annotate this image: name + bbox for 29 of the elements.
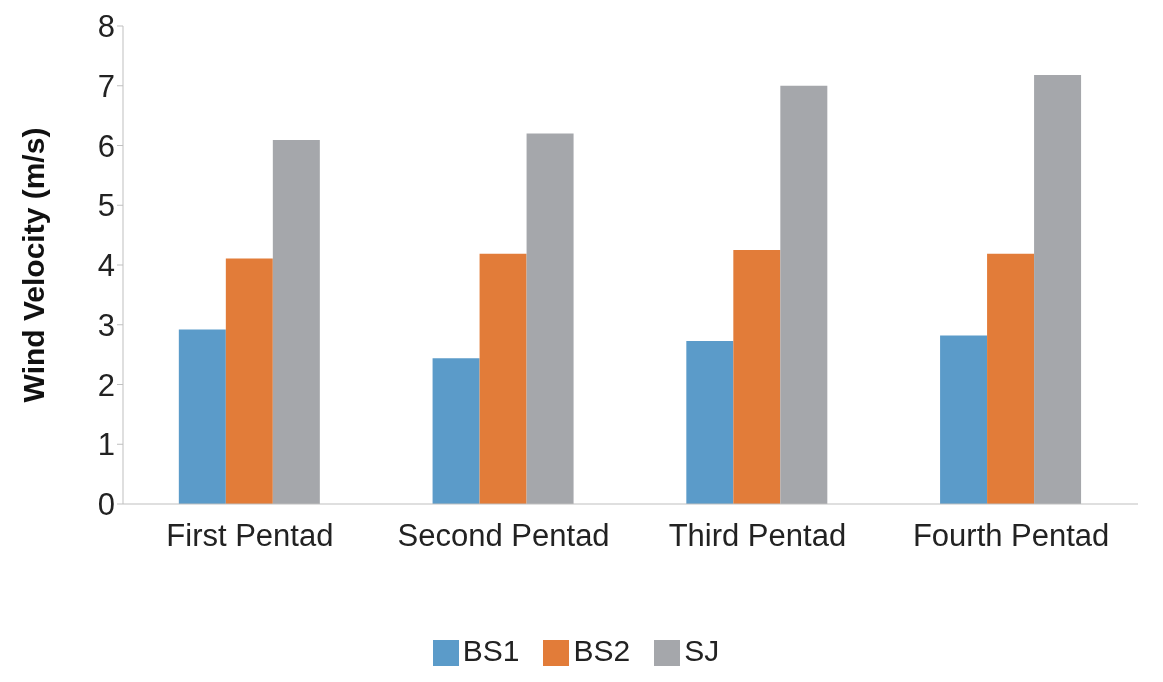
legend-label: BS2 xyxy=(573,634,631,667)
bar xyxy=(733,250,781,504)
bar xyxy=(780,85,828,504)
x-tick-label: Second Pentad xyxy=(397,518,610,554)
y-axis-title: Wind Velocity (m/s) xyxy=(16,127,50,403)
x-tick-label: First Pentad xyxy=(166,518,334,554)
y-tick-label: 3 xyxy=(97,307,115,343)
bar xyxy=(987,253,1035,504)
x-tick-label: Third Pentad xyxy=(668,518,847,554)
x-tick-label: Fourth Pentad xyxy=(912,518,1110,554)
bar xyxy=(479,253,527,504)
y-tick-label: 4 xyxy=(97,248,115,284)
y-tick-label: 6 xyxy=(97,128,115,164)
bar xyxy=(432,358,480,504)
bar xyxy=(272,140,320,504)
legend-label: BS1 xyxy=(462,634,520,667)
bar xyxy=(526,133,574,504)
bar xyxy=(178,329,226,504)
y-tick-label: 2 xyxy=(97,367,115,403)
y-tick-label: 0 xyxy=(97,487,115,523)
bar xyxy=(940,335,988,504)
y-tick-label: 5 xyxy=(97,188,115,224)
bar xyxy=(686,340,734,504)
bar xyxy=(225,258,273,504)
bar xyxy=(1034,75,1082,504)
y-tick-label: 1 xyxy=(97,427,115,463)
y-tick-label: 7 xyxy=(97,68,115,104)
legend-label: SJ xyxy=(684,634,720,667)
y-tick-label: 8 xyxy=(97,9,115,45)
